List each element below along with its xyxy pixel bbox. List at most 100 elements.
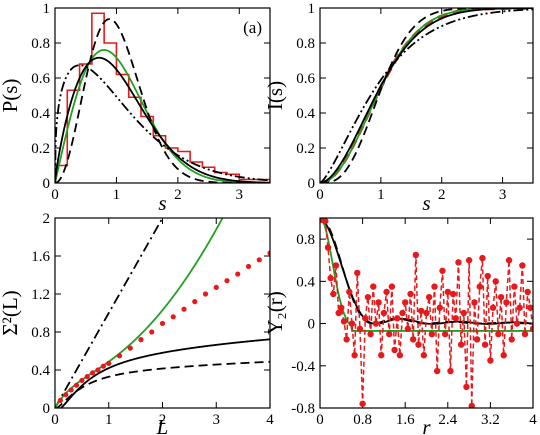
data-point [460, 309, 467, 317]
x-tick-label: 2 [174, 187, 182, 203]
y-tick-label: 0 [43, 401, 51, 417]
data-point [100, 363, 106, 369]
panel-a: 0 1 2 3 0 0.2 0.4 0.6 0.8 1 s P(s) (a) [0, 1, 271, 215]
data-point [324, 244, 332, 251]
data-point [340, 318, 348, 325]
data-point [492, 278, 499, 285]
data-point [407, 290, 414, 298]
data-point [372, 320, 380, 327]
data-point [370, 283, 377, 290]
data-point [192, 299, 198, 305]
x-tick-label: 2 [159, 412, 167, 428]
plot-area [320, 218, 533, 408]
data-point [63, 392, 69, 398]
data-point [524, 288, 531, 296]
data-point [481, 341, 489, 348]
x-axis-label: s [422, 191, 430, 215]
x-axis-label: s [158, 191, 166, 215]
data-point [202, 291, 209, 297]
series-line-1 [55, 218, 224, 408]
data-point [489, 304, 497, 311]
data-point [500, 352, 507, 359]
x-tick-label: 0 [316, 187, 324, 203]
data-point [420, 352, 428, 359]
plot-area [320, 8, 533, 183]
data-point [404, 325, 412, 333]
data-point [116, 353, 123, 359]
data-point [527, 304, 533, 311]
data-point [423, 309, 430, 317]
data-point [256, 257, 262, 263]
data-point [516, 304, 523, 311]
x-tick-label: 0 [51, 187, 59, 203]
series-line-3 [55, 64, 270, 183]
data-point [497, 293, 505, 301]
data-point [487, 357, 494, 364]
y-tick-label: 0.4 [31, 106, 50, 122]
data-point [383, 288, 390, 296]
y-tick-label: 0.8 [296, 36, 315, 52]
series-line-2 [320, 8, 533, 183]
data-point [388, 283, 396, 290]
data-point [57, 397, 63, 403]
data-point [519, 262, 526, 269]
y-tick-label: 0 [308, 176, 316, 192]
y-tick-label: 0.6 [31, 71, 50, 87]
data-point [463, 383, 470, 391]
data-point [479, 254, 486, 262]
data-point [335, 309, 342, 317]
y-axis-label: I(s) [263, 81, 287, 110]
x-tick-label: 0.8 [353, 412, 372, 428]
x-tick-label: 4 [266, 412, 274, 428]
data-point [181, 306, 187, 312]
data-point [447, 367, 454, 375]
data-point [455, 259, 462, 266]
axes-frame [54, 217, 271, 409]
plot-area [55, 12, 270, 183]
data-point [73, 382, 80, 388]
data-point [452, 315, 459, 322]
data-point [425, 293, 433, 301]
data-point [245, 263, 252, 270]
data-point [224, 278, 230, 284]
y-tick-label: 0.8 [31, 325, 50, 341]
y-axis-label: Σ²(L) [0, 290, 22, 335]
data-point [399, 309, 406, 317]
data-point [495, 330, 502, 338]
data-point [364, 293, 372, 301]
x-tick-label: 1 [113, 187, 121, 203]
data-point [433, 367, 441, 375]
data-point [378, 352, 385, 359]
x-tick-label: 3 [213, 412, 221, 428]
series-line-4 [320, 8, 533, 183]
y-tick-label: 0.4 [31, 363, 50, 379]
data-point [106, 360, 112, 366]
x-axis-label: r [422, 415, 431, 435]
data-point [484, 272, 491, 280]
data-point [417, 307, 425, 315]
x-tick-label: 1 [105, 412, 113, 428]
data-point [396, 352, 404, 359]
y-tick-label: 1.6 [31, 249, 50, 265]
data-point [327, 274, 334, 282]
data-point [149, 329, 155, 335]
data-point [362, 315, 369, 322]
y-tick-label: -0.8 [291, 401, 315, 417]
y-tick-label: 0 [308, 317, 316, 333]
x-tick-label: 2 [438, 187, 446, 203]
data-point [415, 341, 422, 348]
y-tick-label: 0.2 [31, 141, 50, 157]
data-point [431, 283, 438, 290]
data-point [375, 299, 382, 306]
data-point [330, 290, 337, 298]
data-point [529, 325, 533, 333]
data-point [505, 257, 513, 264]
data-point [170, 314, 176, 320]
data-point [213, 284, 219, 290]
data-point [386, 330, 393, 338]
data-point [521, 330, 529, 338]
data-point [402, 299, 409, 306]
y-tick-label: 0.6 [296, 71, 315, 87]
